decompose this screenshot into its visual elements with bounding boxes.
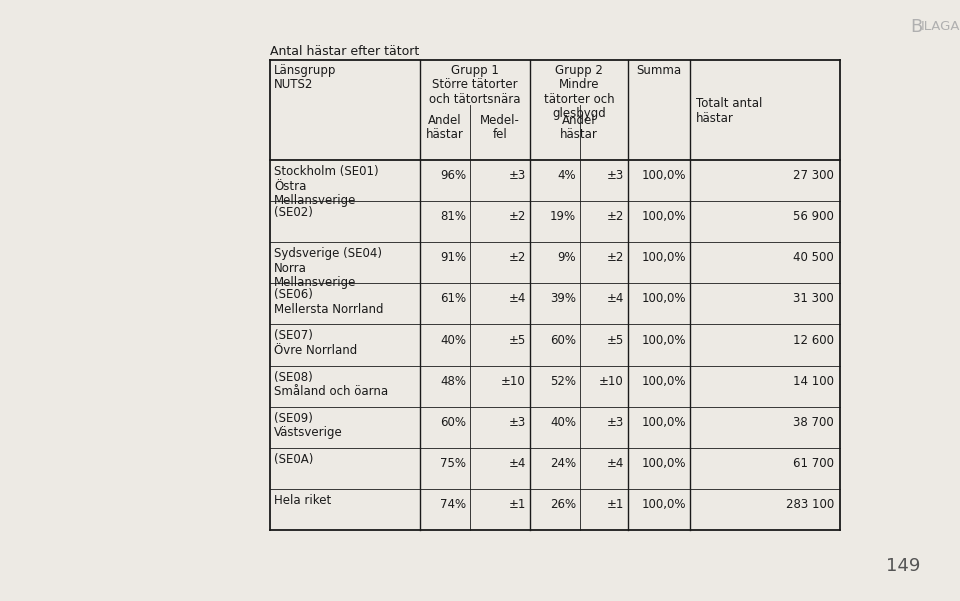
Text: Sydsverige (SE04): Sydsverige (SE04) xyxy=(274,247,382,260)
Text: (SE0A): (SE0A) xyxy=(274,453,313,466)
Text: ±2: ±2 xyxy=(509,210,526,223)
Text: Grupp 2: Grupp 2 xyxy=(555,64,603,77)
Text: B: B xyxy=(910,18,923,36)
Text: ±1: ±1 xyxy=(509,498,526,511)
Text: ±2: ±2 xyxy=(607,251,624,264)
Text: 100,0%: 100,0% xyxy=(641,334,686,347)
Text: 100,0%: 100,0% xyxy=(641,416,686,429)
Text: Länsgrupp: Länsgrupp xyxy=(274,64,336,77)
Text: Hela riket: Hela riket xyxy=(274,494,331,507)
Text: 96%: 96% xyxy=(440,169,466,182)
Text: ±10: ±10 xyxy=(501,374,526,388)
Text: Andel: Andel xyxy=(428,114,462,126)
Text: 39%: 39% xyxy=(550,293,576,305)
Text: ±3: ±3 xyxy=(607,169,624,182)
Text: Totalt antal: Totalt antal xyxy=(696,97,762,110)
Text: Mindre: Mindre xyxy=(559,79,599,91)
Text: (SE09): (SE09) xyxy=(274,412,313,425)
Text: Norra: Norra xyxy=(274,261,307,275)
Text: 4%: 4% xyxy=(558,169,576,182)
Text: ±2: ±2 xyxy=(509,251,526,264)
Text: (SE02): (SE02) xyxy=(274,206,313,219)
Text: 149: 149 xyxy=(886,557,920,575)
Text: 60%: 60% xyxy=(550,334,576,347)
Text: hästar: hästar xyxy=(426,128,464,141)
Text: ±3: ±3 xyxy=(607,416,624,429)
Text: 91%: 91% xyxy=(440,251,466,264)
Text: ±5: ±5 xyxy=(509,334,526,347)
Text: 52%: 52% xyxy=(550,374,576,388)
Text: 40%: 40% xyxy=(550,416,576,429)
Text: ±5: ±5 xyxy=(607,334,624,347)
Text: ±4: ±4 xyxy=(509,457,526,470)
Text: Summa: Summa xyxy=(636,64,682,77)
Text: 24%: 24% xyxy=(550,457,576,470)
Text: Mellansverige: Mellansverige xyxy=(274,276,356,289)
Text: NUTS2: NUTS2 xyxy=(274,79,313,91)
Text: ±3: ±3 xyxy=(509,169,526,182)
Text: Andel: Andel xyxy=(563,114,596,126)
Text: 14 100: 14 100 xyxy=(793,374,834,388)
Text: (SE06): (SE06) xyxy=(274,288,313,301)
Text: 27 300: 27 300 xyxy=(793,169,834,182)
Text: 56 900: 56 900 xyxy=(793,210,834,223)
Text: hästar: hästar xyxy=(696,112,733,124)
Text: Antal hästar efter tätort: Antal hästar efter tätort xyxy=(270,45,420,58)
Text: Stockholm (SE01): Stockholm (SE01) xyxy=(274,165,378,178)
Text: 283 100: 283 100 xyxy=(785,498,834,511)
Text: 100,0%: 100,0% xyxy=(641,498,686,511)
Text: ±10: ±10 xyxy=(599,374,624,388)
Text: Mellersta Norrland: Mellersta Norrland xyxy=(274,303,383,316)
Text: tätorter och: tätorter och xyxy=(543,93,614,106)
Text: (SE08): (SE08) xyxy=(274,371,313,383)
Text: 40 500: 40 500 xyxy=(793,251,834,264)
Text: fel: fel xyxy=(492,128,508,141)
Text: 40%: 40% xyxy=(440,334,466,347)
Text: 61 700: 61 700 xyxy=(793,457,834,470)
Text: ±1: ±1 xyxy=(607,498,624,511)
Text: Västsverige: Västsverige xyxy=(274,426,343,439)
Text: 81%: 81% xyxy=(440,210,466,223)
Text: Större tätorter: Större tätorter xyxy=(432,79,517,91)
Text: 100,0%: 100,0% xyxy=(641,457,686,470)
Text: 48%: 48% xyxy=(440,374,466,388)
Text: ±4: ±4 xyxy=(607,457,624,470)
Text: 61%: 61% xyxy=(440,293,466,305)
Text: ±4: ±4 xyxy=(607,293,624,305)
Text: 9%: 9% xyxy=(558,251,576,264)
Text: 75%: 75% xyxy=(440,457,466,470)
Text: 26%: 26% xyxy=(550,498,576,511)
Text: 74%: 74% xyxy=(440,498,466,511)
Text: 38 700: 38 700 xyxy=(793,416,834,429)
Text: 100,0%: 100,0% xyxy=(641,374,686,388)
Text: (SE07): (SE07) xyxy=(274,329,313,343)
Text: 19%: 19% xyxy=(550,210,576,223)
Text: 100,0%: 100,0% xyxy=(641,169,686,182)
Text: 12 600: 12 600 xyxy=(793,334,834,347)
Text: 100,0%: 100,0% xyxy=(641,293,686,305)
Text: hästar: hästar xyxy=(560,128,598,141)
Text: Småland och öarna: Småland och öarna xyxy=(274,385,388,398)
Text: 60%: 60% xyxy=(440,416,466,429)
Text: 100,0%: 100,0% xyxy=(641,210,686,223)
Text: ILAGA: ILAGA xyxy=(921,20,960,33)
Text: ±2: ±2 xyxy=(607,210,624,223)
Text: ±3: ±3 xyxy=(509,416,526,429)
Text: Medel-: Medel- xyxy=(480,114,520,126)
Text: ±4: ±4 xyxy=(509,293,526,305)
Text: Övre Norrland: Övre Norrland xyxy=(274,344,357,357)
Text: 100,0%: 100,0% xyxy=(641,251,686,264)
Text: Östra: Östra xyxy=(274,180,306,192)
Text: Grupp 1: Grupp 1 xyxy=(451,64,499,77)
Text: Mellansverige: Mellansverige xyxy=(274,194,356,207)
Text: och tätortsnära: och tätortsnära xyxy=(429,93,520,106)
Text: 31 300: 31 300 xyxy=(793,293,834,305)
Text: glesbygd: glesbygd xyxy=(552,108,606,120)
